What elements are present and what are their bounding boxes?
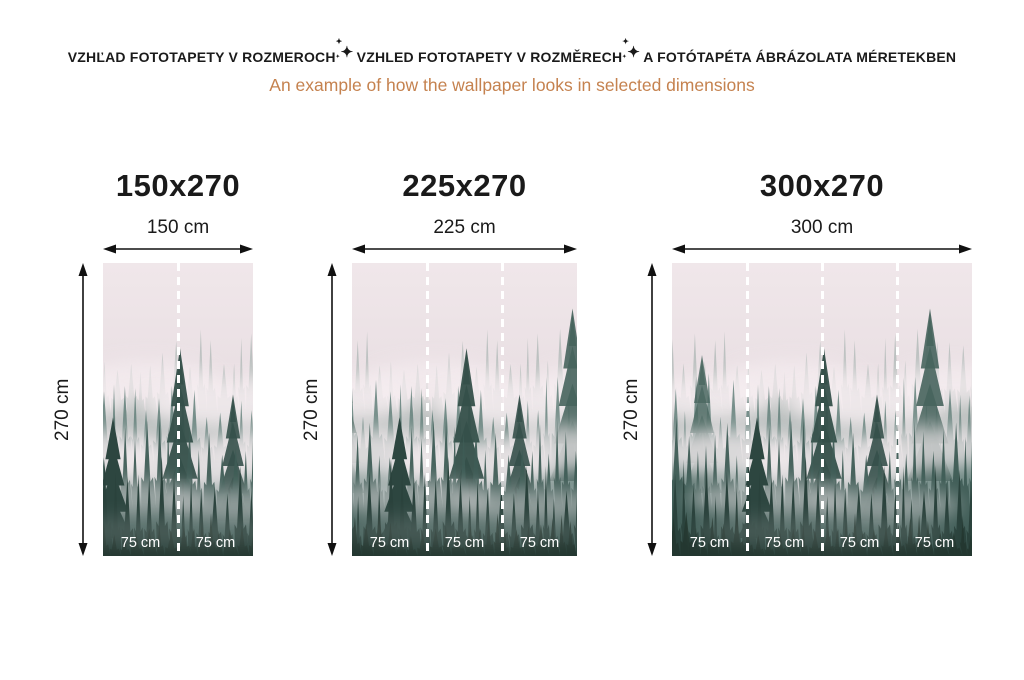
height-dimension-label: 270 cm xyxy=(52,378,73,441)
panel-divider-line xyxy=(745,263,749,556)
panel-divider-line xyxy=(895,263,899,556)
segment-width-label: 75 cm xyxy=(120,535,161,551)
width-dimension-label: 150 cm xyxy=(146,217,210,238)
width-dimension-label: 225 cm xyxy=(433,217,496,238)
height-arrow xyxy=(327,263,337,556)
title-part-hu: A FOTÓTAPÉTA ÁBRÁZOLATA MÉRETEKBEN xyxy=(643,49,957,65)
panel-divider-line xyxy=(425,263,429,556)
page-header: VZHĽAD FOTOTAPETY V ROZMEROCH ✦ ✦ ✦ VZHLED F… xyxy=(0,37,1024,96)
segment-width-label: 75 cm xyxy=(914,535,955,551)
size-example-225x270: 225x270 225 cm 270 cm 75 cm 75 cm 75 cm xyxy=(297,168,582,573)
size-title: 300x270 xyxy=(759,168,885,203)
height-dimension-label: 270 cm xyxy=(301,378,322,441)
panel-divider-line xyxy=(176,263,180,556)
panel-divider-line xyxy=(820,263,824,556)
segment-width-label: 75 cm xyxy=(764,535,805,551)
title-part-sk: VZHĽAD FOTOTAPETY V ROZMEROCH xyxy=(67,49,336,65)
segment-width-label: 75 cm xyxy=(444,535,485,551)
page-title: VZHĽAD FOTOTAPETY V ROZMEROCH ✦ ✦ ✦ VZHLED F… xyxy=(0,37,1024,66)
size-example-150x270: 150x270 150 cm 270 cm 75 cm 75 cm xyxy=(48,168,258,573)
segment-labels: 75 cm 75 cm 75 cm xyxy=(352,535,577,551)
page-subtitle: An example of how the wallpaper looks in… xyxy=(269,75,755,95)
title-part-cz: VZHLED FOTOTAPETY V ROZMĚRECH xyxy=(356,49,623,65)
segment-width-label: 75 cm xyxy=(839,535,880,551)
width-arrow xyxy=(103,244,253,254)
height-dimension-label: 270 cm xyxy=(621,378,642,441)
height-arrow xyxy=(78,263,88,556)
segment-labels: 75 cm 75 cm xyxy=(103,535,253,551)
width-dimension-label: 300 cm xyxy=(790,217,854,238)
panel-divider-line xyxy=(500,263,504,556)
sparkle-icon: ✦ ✦ ✦ xyxy=(335,37,354,61)
segment-labels: 75 cm 75 cm 75 cm 75 cm xyxy=(672,535,972,551)
wallpaper-preview: 75 cm 75 cm 75 cm 75 cm xyxy=(672,263,972,556)
width-arrow xyxy=(352,244,577,254)
wallpaper-preview: 75 cm 75 cm 75 cm xyxy=(352,263,577,556)
width-arrow xyxy=(672,244,972,254)
wallpaper-preview: 75 cm 75 cm xyxy=(103,263,253,556)
sparkle-icon: ✦ ✦ ✦ xyxy=(622,37,641,61)
size-example-300x270: 300x270 300 cm 270 cm 75 cm 75 cm 75 cm … xyxy=(617,168,977,573)
segment-width-label: 75 cm xyxy=(519,535,560,551)
segment-width-label: 75 cm xyxy=(369,535,410,551)
foggy-forest-photo xyxy=(352,263,577,556)
size-title: 150x270 xyxy=(115,168,241,203)
segment-width-label: 75 cm xyxy=(195,535,236,551)
size-title: 225x270 xyxy=(402,168,527,203)
height-arrow xyxy=(647,263,657,556)
segment-width-label: 75 cm xyxy=(689,535,730,551)
